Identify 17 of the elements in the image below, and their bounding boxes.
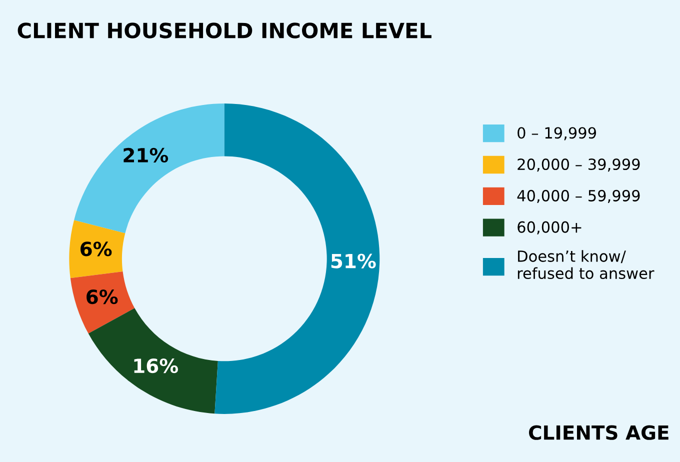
data-label: 51% <box>331 254 376 268</box>
donut-slice <box>69 220 126 278</box>
text: CLIENTS AGE <box>528 425 668 440</box>
donut-slice <box>74 103 224 234</box>
legend-label: 20,000 – 39,999 <box>518 158 640 172</box>
data-label: 6% <box>80 242 112 256</box>
chart-title: CLIENT HOUSEHOLD INCOME LEVEL <box>18 22 432 38</box>
data-label: 21% <box>124 148 168 163</box>
legend-label: 0 – 19,999 <box>518 127 596 140</box>
legend-label: 40,000 – 59,999 <box>517 190 640 204</box>
donut-slice <box>214 103 380 414</box>
data-label: 6% <box>86 289 118 304</box>
data-label: 16% <box>134 358 178 374</box>
legend-label: 60,000+ <box>518 221 582 234</box>
donut-slice <box>88 308 218 414</box>
donut-slice <box>70 272 135 334</box>
legend-label: Doesn’t know/ refused to answer <box>518 250 654 280</box>
